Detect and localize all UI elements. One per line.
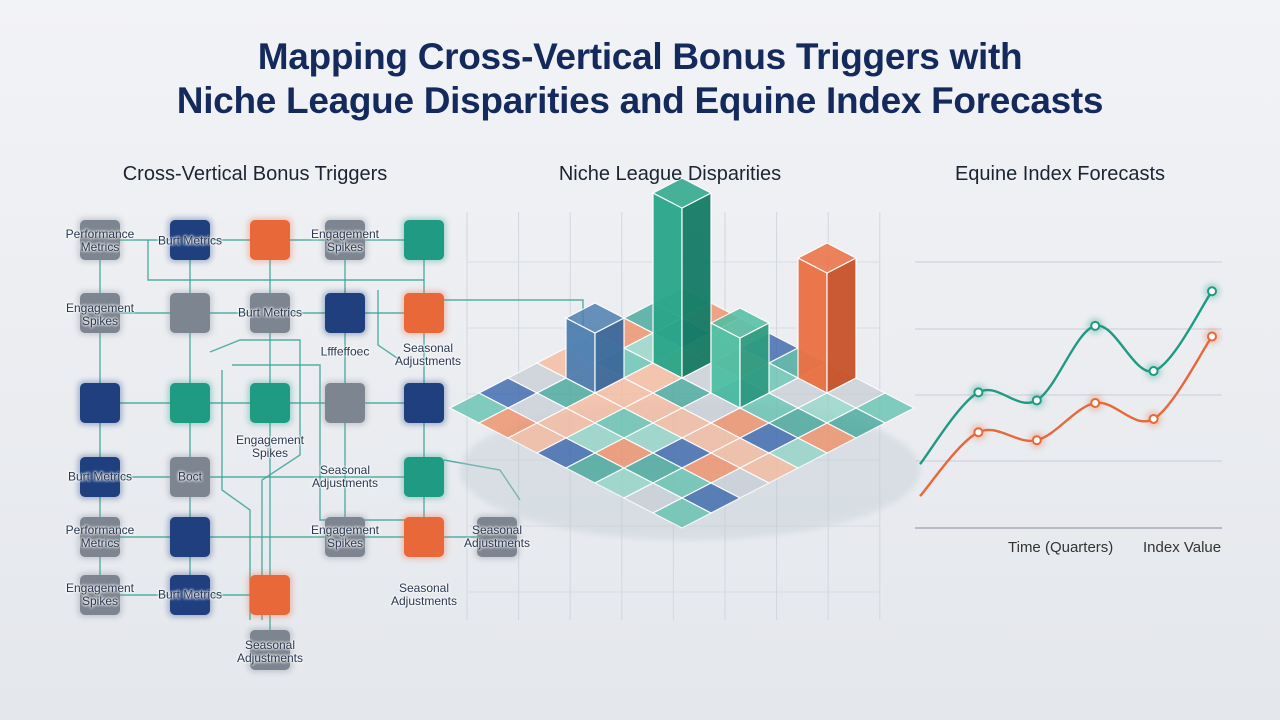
point [1148,366,1159,377]
point [973,387,984,398]
node-label: Engagement Spikes [65,301,135,328]
node-label: Performance Metrics [65,227,135,254]
node-label: Performance Metrics [65,523,135,550]
connector [377,290,401,361]
bar-face [681,192,712,379]
node [80,220,120,260]
bar-face [797,257,828,394]
bar-top [564,302,626,334]
node-label: Engagement Spikes [65,581,135,608]
bar-face [652,192,683,379]
node [170,383,210,423]
node [170,293,210,333]
node [80,517,120,557]
bar-top [709,307,771,339]
node [170,575,210,615]
point [1090,320,1101,331]
connector [209,339,301,620]
node [477,517,517,557]
connector [221,370,251,620]
node [80,575,120,615]
point [1207,286,1217,297]
node-label: Burt Metrics [67,469,132,484]
connector [444,299,584,330]
series-line [919,290,1213,465]
node [404,293,444,333]
panel-subtitle: Niche League Disparities [558,163,782,185]
node-label: Seasonal Adjustments [394,341,462,368]
node [250,220,290,260]
bar-top [651,177,713,209]
x-axis-label: Time (Quarters) [1008,539,1114,556]
node-label: Seasonal Adjustments [311,463,379,490]
node-label: Seasonal Adjustments [463,523,531,550]
point [1148,413,1159,424]
bar-face [826,257,857,394]
node-label: Engagement Spikes [310,227,380,254]
node-label: Seasonal Adjustments [390,581,458,608]
title-line: Mapping Cross-Vertical Bonus Triggers wi… [257,36,1023,77]
point [973,427,984,438]
node-label: Engagement Spikes [235,433,305,460]
point [1090,397,1101,408]
node [250,383,290,423]
node [250,630,290,670]
y-axis-label: Index Value [1143,539,1222,556]
panel-subtitle: Equine Index Forecasts [954,163,1166,185]
node [80,293,120,333]
connector [147,240,424,281]
node [325,517,365,557]
node [170,457,210,497]
board-tile [651,497,713,529]
point [1207,331,1217,342]
node-label: Engagement Spikes [310,523,380,550]
node [325,293,365,333]
panel-subtitle: Cross-Vertical Bonus Triggers [122,163,388,185]
node [325,383,365,423]
node [170,517,210,557]
node [80,383,120,423]
node [80,457,120,497]
node-label: Seasonal Adjustments [236,638,304,665]
node [250,575,290,615]
node [250,293,290,333]
connector [232,364,424,521]
point [1031,395,1042,406]
node [404,220,444,260]
node [325,220,365,260]
node-label: Burt Metrics [157,587,222,602]
node-label: Burt Metrics [157,233,222,248]
node [404,383,444,423]
node [404,517,444,557]
point [1031,435,1042,446]
node-label: Boct [177,469,202,484]
title-line: Niche League Disparities and Equine Inde… [176,80,1104,121]
node-label: Burt Metrics [237,305,302,320]
bar-top [796,242,858,274]
series-line [919,335,1213,497]
node [404,457,444,497]
node [170,220,210,260]
node-label: Lfffeffoec [320,344,370,359]
